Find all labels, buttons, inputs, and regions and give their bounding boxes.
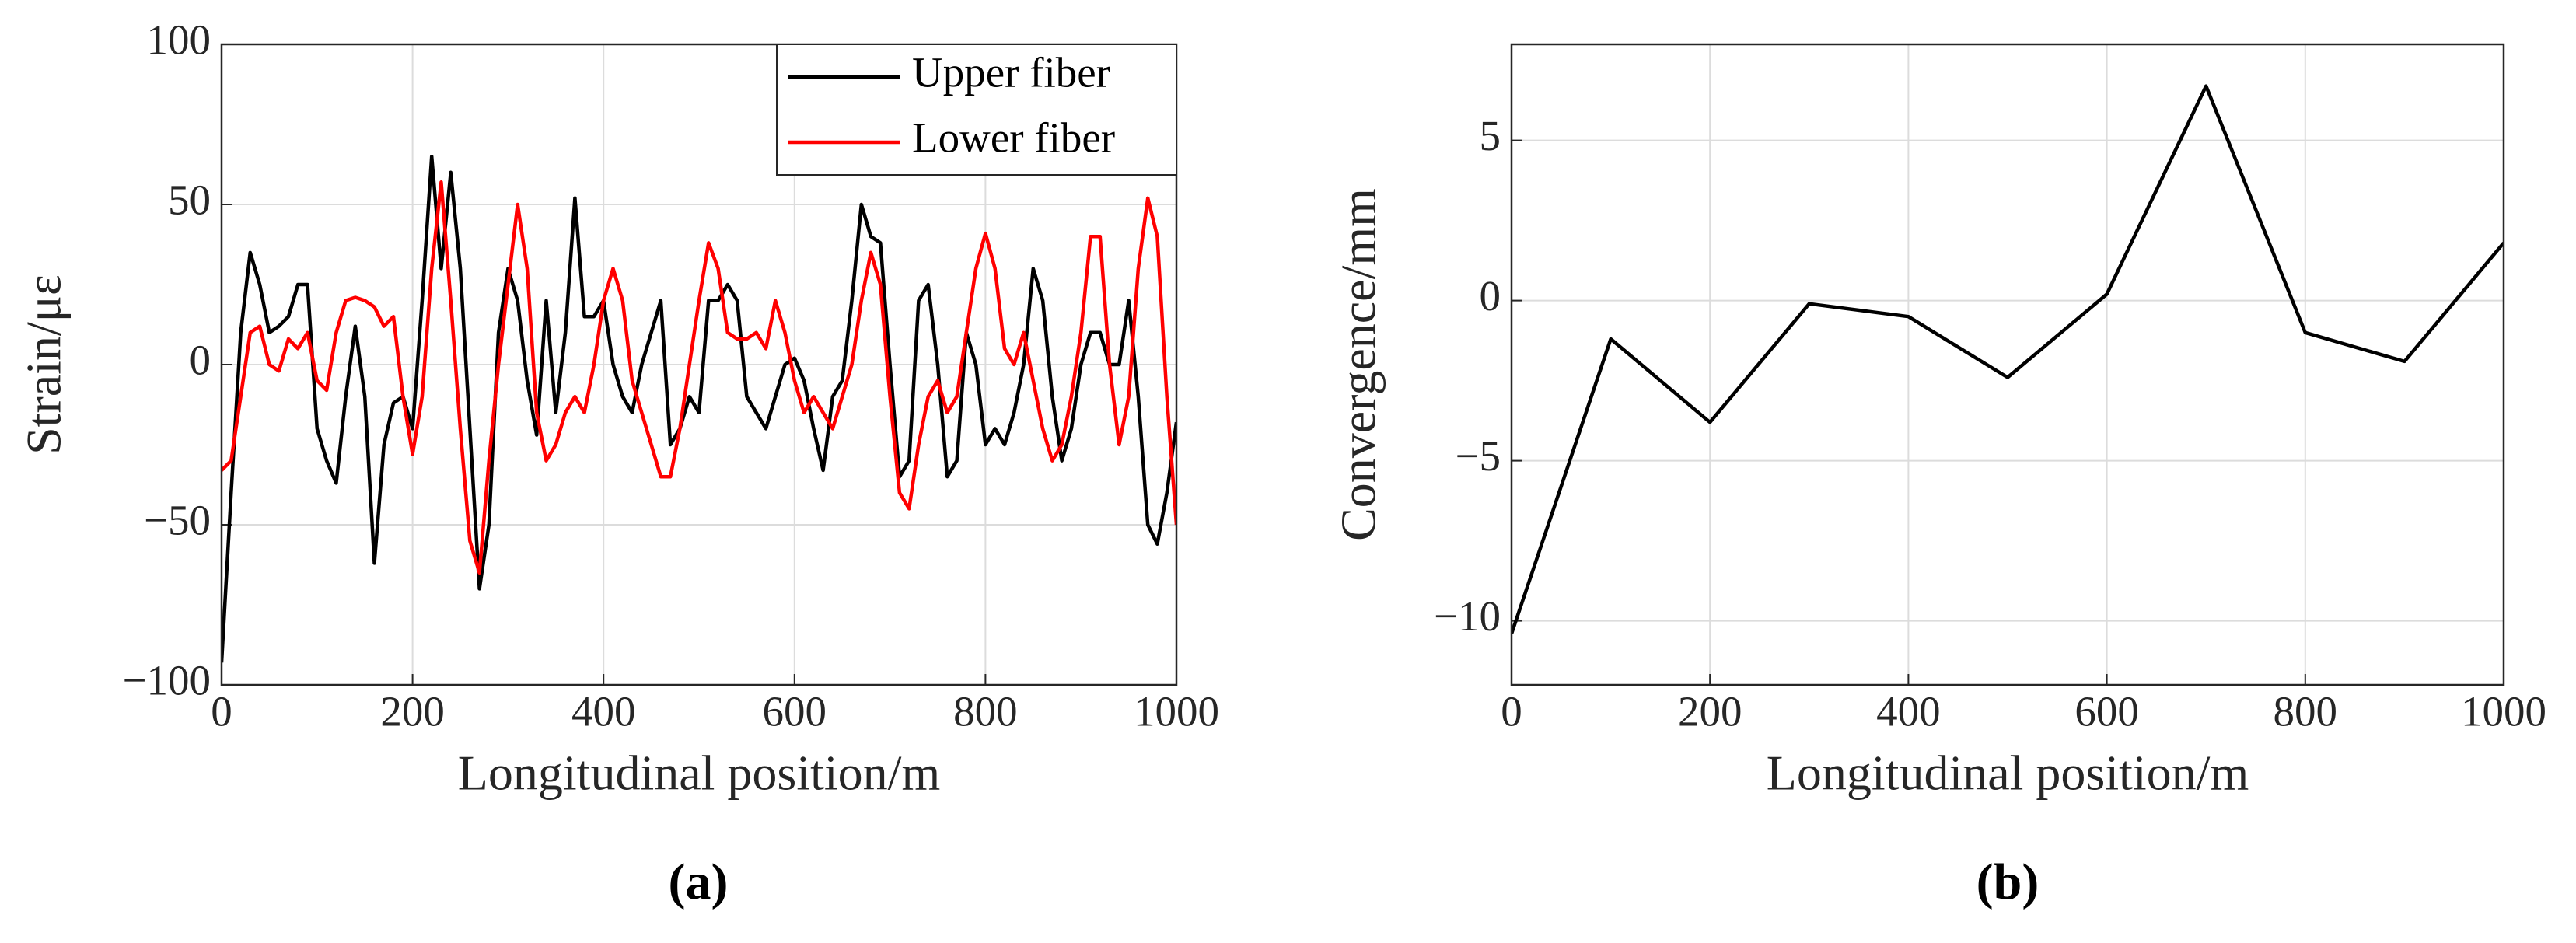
- y-tick-label: 5: [1480, 112, 1501, 159]
- x-axis-label: Longitudinal position/m: [458, 746, 940, 801]
- chart-panel: 0 200 400 600 800 1000 −100 −50 0 50 100 Longitudin…: [16, 16, 1219, 911]
- axes-box: [220, 43, 1178, 686]
- y-tick-label: −100: [122, 657, 211, 704]
- x-tick-label: 1000: [1134, 688, 1219, 735]
- y-tick-label: −5: [1455, 432, 1501, 480]
- chart-panel: 0 200 400 600 800 1000 −10 −5 0 5 Longitudinal pos…: [1331, 43, 2546, 910]
- x-tick-label: 200: [380, 688, 445, 735]
- axes-box: [1510, 43, 2505, 686]
- x-tick-label: 800: [953, 688, 1018, 735]
- legend: Upper fiber Lower fiber: [776, 44, 1177, 176]
- x-tick-label: 800: [2274, 688, 2338, 735]
- y-tick-label: 100: [147, 16, 211, 64]
- x-tick-label: 600: [763, 688, 827, 735]
- y-tick-label: −10: [1434, 592, 1501, 640]
- x-tick-label: 0: [1501, 688, 1522, 735]
- y-axis-label: Convergence/mm: [1331, 188, 1386, 541]
- x-tick-label: 0: [211, 688, 232, 735]
- legend-box: [776, 44, 1177, 176]
- x-tick-label: 600: [2074, 688, 2139, 735]
- data-line: [1512, 84, 2504, 634]
- x-axis-label: Longitudinal position/m: [1767, 746, 2249, 801]
- legend-label: Upper fiber: [912, 49, 1110, 96]
- x-tick-label: 200: [1678, 688, 1742, 735]
- y-tick-label: 0: [1480, 272, 1501, 320]
- panel-label: (a): [669, 854, 729, 910]
- y-axis-label: Strain/με: [16, 274, 72, 455]
- x-tick-label: 400: [1876, 688, 1941, 735]
- data-line: [222, 180, 1176, 575]
- x-tick-label: 400: [571, 688, 636, 735]
- y-tick-label: −50: [144, 497, 211, 544]
- y-tick-label: 50: [168, 176, 211, 224]
- data-line: [222, 154, 1176, 663]
- x-tick-label: 1000: [2461, 688, 2546, 735]
- legend-label: Lower fiber: [912, 114, 1115, 162]
- panel-label: (b): [1977, 854, 2039, 910]
- y-tick-label: 0: [190, 337, 211, 384]
- plot-area: [1512, 44, 2504, 685]
